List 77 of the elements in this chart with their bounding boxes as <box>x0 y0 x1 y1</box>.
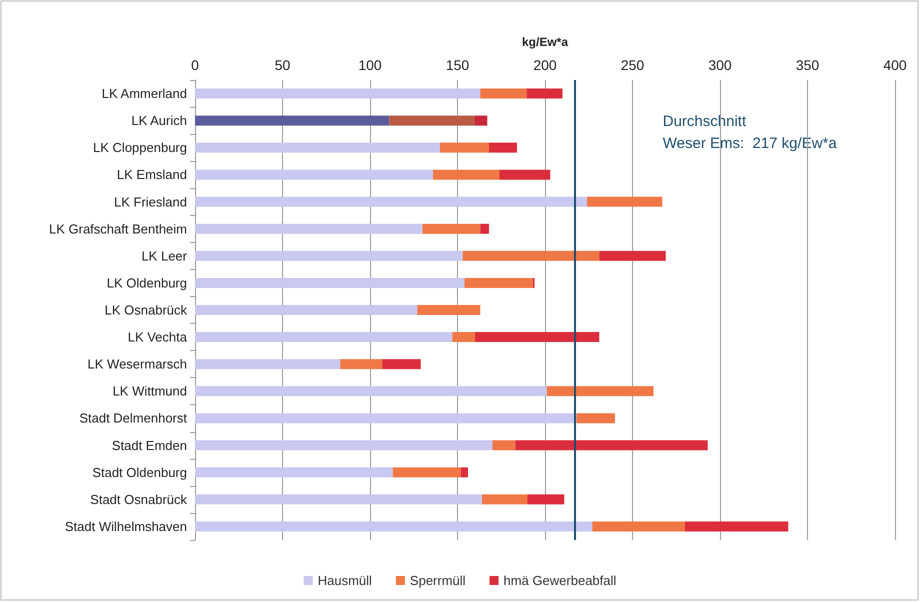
bar <box>195 467 393 478</box>
bar <box>195 440 492 450</box>
bar <box>452 332 475 342</box>
bar <box>382 359 421 370</box>
bar <box>461 467 468 478</box>
bar <box>340 359 382 370</box>
y-tick-label: LK Friesland <box>114 194 187 210</box>
y-tick-label: Stadt Emden <box>112 438 187 453</box>
bar <box>195 386 547 396</box>
x-tick-label: 0 <box>191 57 200 73</box>
bar <box>526 88 562 99</box>
bar <box>480 224 489 234</box>
bar <box>195 88 480 99</box>
bar <box>492 440 516 450</box>
bar <box>462 250 600 261</box>
bar <box>599 250 666 261</box>
bar <box>195 224 422 234</box>
y-tick-label: LK Osnabrück <box>104 302 188 318</box>
bar <box>475 116 488 126</box>
x-tick-label: 250 <box>620 57 644 73</box>
y-tick-label: LK Grafschaft Bentheim <box>48 221 187 236</box>
bar <box>195 305 418 315</box>
x-tick-label: 400 <box>883 57 907 73</box>
y-tick-label: LK Emsland <box>116 167 187 182</box>
bar <box>195 413 576 424</box>
bar <box>195 521 592 532</box>
bar <box>528 494 564 504</box>
x-tick-label: 300 <box>708 57 732 73</box>
bar <box>500 170 550 180</box>
bar <box>195 359 340 370</box>
bar <box>195 196 587 207</box>
bar <box>576 413 615 424</box>
y-tick-label: LK Leer <box>141 248 188 264</box>
y-tick-label: Stadt Wilhelmshaven <box>64 518 187 534</box>
y-tick-label: Stadt Delmenhorst <box>79 410 188 426</box>
x-tick-label: 350 <box>796 57 820 73</box>
bar <box>475 332 600 342</box>
bar <box>546 386 654 396</box>
bar <box>464 278 533 288</box>
y-tick-label: LK Vechta <box>128 330 188 345</box>
bar <box>195 170 433 180</box>
legend-label: Sperrmüll <box>410 573 466 588</box>
bar <box>389 116 475 126</box>
x-tick-label: 100 <box>358 57 382 73</box>
bar <box>195 494 482 504</box>
bar <box>515 440 708 450</box>
bar <box>195 142 440 153</box>
y-tick-label: LK Cloppenburg <box>93 140 187 156</box>
bar <box>440 142 489 153</box>
y-tick-label: LK Aurich <box>131 113 187 128</box>
y-tick-label: LK Oldenburg <box>106 275 187 290</box>
bar <box>685 521 788 532</box>
bar <box>195 332 452 342</box>
bar <box>195 278 464 288</box>
bar <box>489 142 517 153</box>
y-tick-label: Stadt Oldenburg <box>92 464 187 480</box>
bar <box>433 170 500 180</box>
bar <box>195 250 463 261</box>
y-tick-label: Stadt Osnabrück <box>90 492 188 507</box>
y-tick-label: LK Ammerland <box>102 86 187 102</box>
x-tick-label: 50 <box>274 57 290 73</box>
bar <box>592 521 685 532</box>
ref-line-label: Durchschnitt Weser Ems: 217 kg/Ew*a <box>662 113 838 152</box>
x-tick-label: 200 <box>533 57 557 73</box>
x-tick-label: 150 <box>446 57 470 73</box>
y-tick-label: LK Wittmund <box>112 384 187 399</box>
bar <box>482 494 528 504</box>
bar <box>422 224 480 234</box>
y-tick-label: LK Wesermarsch <box>88 356 187 372</box>
legend-label: Hausmüll <box>318 573 372 588</box>
bar <box>195 116 390 126</box>
bar <box>417 305 480 315</box>
bar <box>392 467 461 478</box>
x-axis-title: kg/Ew*a <box>522 35 568 49</box>
bar <box>587 196 662 207</box>
bar <box>480 88 527 99</box>
legend-label: hmä Gewerbeabfall <box>504 573 616 588</box>
